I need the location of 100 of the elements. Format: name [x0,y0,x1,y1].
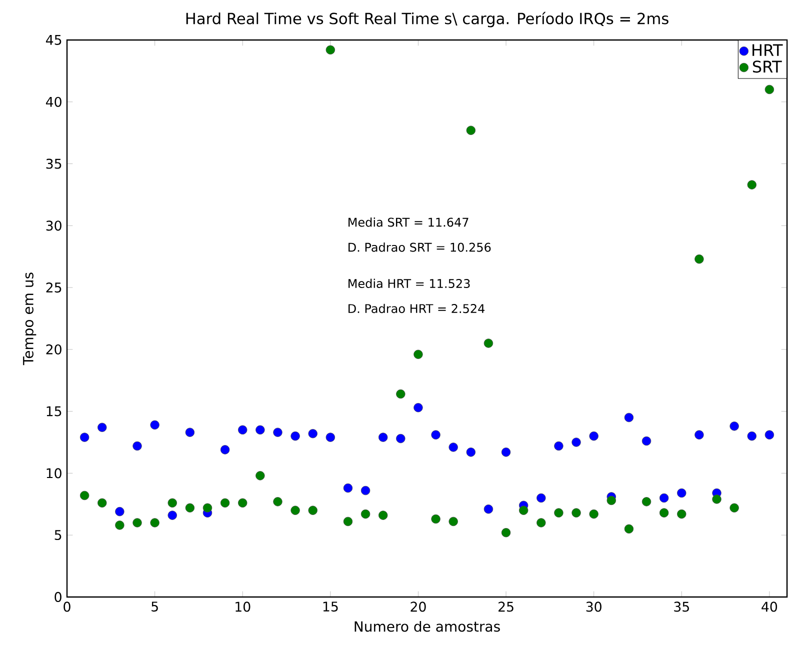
x-tick-label: 35 [674,602,689,612]
x-tick-label: 20 [410,602,426,612]
chart-title: Hard Real Time vs Soft Real Time s\ carga. Período IRQs = 2ms [186,12,668,28]
annotation: Media SRT = 11.647 [348,217,468,227]
point [536,493,546,503]
point [308,429,318,438]
y-tick-label: 0 [54,592,62,602]
point [589,431,598,441]
point [168,510,177,520]
annotation: D. Padrao SRT = 10.256 [348,242,491,252]
point [730,422,739,431]
point [518,506,528,515]
point [220,498,230,508]
x-tick-label: 0 [64,602,70,612]
point [150,518,160,528]
point [554,508,564,518]
point [466,448,476,457]
point [414,350,423,359]
point [659,508,669,518]
point [360,486,370,496]
y-axis-title: Tempo em us [23,272,36,366]
point [484,338,494,348]
y-tick-label: 5 [54,530,62,540]
x-tick-label: 10 [236,602,250,612]
point [290,431,300,441]
point [501,528,511,538]
point [343,516,353,526]
y-tick-label: 35 [46,158,62,169]
point [694,254,704,264]
point [448,442,458,452]
annotation: Media HRT = 11.523 [348,278,470,288]
point [396,389,406,399]
point [378,510,388,520]
annotation: D. Padrao HRT = 2.524 [348,304,485,314]
point [712,494,722,504]
point [642,497,652,506]
point [501,448,511,457]
point [256,471,265,480]
point [150,420,160,430]
point [378,432,388,442]
point [168,498,177,508]
point [238,425,248,434]
point [764,430,774,440]
point [642,436,652,446]
legend-label: HRT [752,44,783,56]
point [98,498,107,508]
y-tick-label: 30 [46,220,62,231]
y-tick-label: 40 [46,96,62,107]
point [80,490,90,500]
point [572,438,581,447]
point [414,403,423,412]
point [185,428,195,437]
y-tick-label: 20 [46,344,62,354]
point [694,430,704,440]
legend-label: SRT [752,60,782,73]
x-tick-label: 15 [323,602,338,612]
point [185,503,195,512]
point [290,506,300,515]
point [659,493,669,503]
point [606,496,616,506]
point [764,84,774,94]
point [132,441,142,451]
point [536,518,546,528]
point [326,45,336,54]
point [747,180,756,190]
point [624,524,634,534]
y-tick-label: 10 [46,468,62,478]
y-tick-label: 25 [46,282,62,293]
point [677,509,686,519]
point [431,514,440,524]
point [98,422,107,432]
x-tick-label: 25 [498,602,514,612]
point [431,430,440,440]
point [115,520,124,530]
x-tick-label: 30 [586,602,602,612]
point [202,503,212,512]
point [730,503,739,512]
x-tick-label: 5 [152,602,158,612]
point [360,509,370,519]
point [326,432,336,442]
y-tick-label: 45 [46,35,62,45]
point [466,126,476,135]
point [115,506,124,516]
point [238,498,248,508]
point [589,509,598,519]
point [220,445,230,454]
x-tick-label: 40 [762,602,778,612]
point [132,518,142,528]
point [273,428,282,437]
point [256,425,265,434]
point [273,497,282,506]
point [554,441,564,451]
point [572,508,581,518]
point [747,431,756,441]
point [343,483,353,493]
point [80,432,90,442]
point [308,506,318,515]
point [396,434,406,444]
x-axis-title: Numero de amostras [354,620,500,632]
y-tick-label: 15 [46,406,62,416]
